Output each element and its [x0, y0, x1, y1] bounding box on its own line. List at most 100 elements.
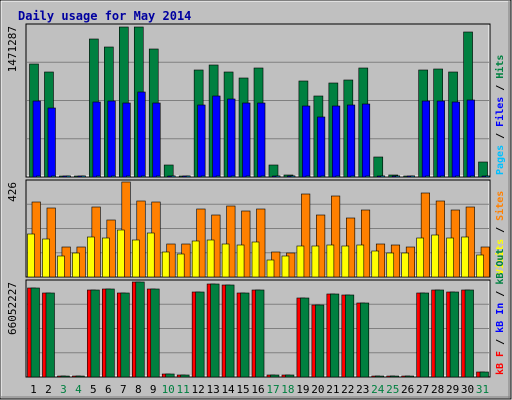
files-bar-day-28: [436, 100, 445, 178]
pages-bar-day-11: [185, 175, 191, 178]
kbytes-panel-legend-item-1: kB F: [495, 351, 506, 375]
visits-bar-day-4: [72, 252, 80, 278]
visits-bar-day-24: [371, 250, 380, 278]
pages-bar-day-24: [380, 175, 386, 178]
visits-bar-day-18: [281, 255, 290, 278]
sites-bar-day-19: [301, 193, 311, 278]
files-bar-day-27: [421, 100, 430, 178]
pages-bar-day-3: [66, 175, 71, 178]
visits-bar-day-6: [102, 237, 110, 278]
kbout-bar-day-9: [150, 288, 160, 378]
pages-bar-day-14: [230, 175, 236, 178]
hits-panel-legend-item-5: Hits: [494, 55, 506, 79]
files-bar-day-9: [152, 102, 161, 178]
pages-bar-day-13: [215, 175, 221, 178]
pages-bar-day-16: [260, 175, 266, 178]
pages-bar-day-2: [51, 175, 56, 178]
files-bar-day-15: [242, 102, 251, 178]
visits-bar-day-17: [266, 259, 275, 278]
chart-panels: 1471287 Pages / Files / Hits 426 Visits / S…: [6, 23, 506, 378]
hits-bar-day-24: [373, 156, 384, 178]
kbout-bar-day-17: [270, 374, 280, 378]
pages-bar-day-17: [275, 175, 281, 178]
files-bar-day-29: [451, 101, 460, 178]
visits-bar-day-13: [206, 239, 215, 278]
visits-panel-legend-item-3: Sites: [494, 191, 506, 221]
pages-bar-day-25: [395, 175, 401, 178]
day-label-18: 18: [281, 383, 294, 396]
kbout-bar-day-26: [404, 375, 414, 378]
hits-bar-day-17: [268, 164, 279, 178]
kbout-bar-day-5: [90, 289, 100, 378]
files-bar-day-22: [347, 104, 356, 178]
day-label-28: 28: [431, 383, 444, 396]
kbout-bar-day-4: [75, 375, 85, 378]
visits-bar-day-22: [341, 245, 350, 278]
files-bar-day-5: [92, 101, 101, 178]
chart-title: Daily usage for May 2014: [18, 9, 191, 23]
visits-bar-day-26: [401, 252, 409, 278]
kbout-bar-day-21: [330, 293, 340, 378]
kbout-bar-day-7: [120, 292, 130, 378]
day-label-5: 5: [90, 383, 97, 396]
visits-bar-day-29: [446, 237, 454, 278]
kbout-bar-day-29: [449, 291, 459, 378]
hits-panel-legend-item-2: /: [495, 127, 506, 145]
pages-bar-day-29: [455, 175, 460, 178]
visits-bar-day-19: [296, 245, 305, 278]
kbytes-panel-legend-item-5: kB Out: [495, 249, 506, 285]
day-label-22: 22: [341, 383, 354, 396]
kbout-bar-day-28: [434, 289, 444, 378]
visits-panel-legend: Visits / Sites: [494, 191, 506, 275]
sites-bar-day-23: [360, 209, 371, 278]
sites-bar-day-21: [331, 195, 341, 278]
day-label-1: 1: [30, 383, 37, 396]
files-bar-day-12: [197, 104, 206, 178]
pages-bar-day-18: [290, 175, 296, 178]
pages-bar-day-31: [485, 175, 490, 178]
day-label-15: 15: [236, 383, 249, 396]
day-label-24: 24: [371, 383, 385, 396]
kbytes-panel-legend-item-2: /: [495, 333, 506, 351]
files-bar-day-14: [227, 98, 236, 178]
pages-bar-day-21: [335, 175, 341, 178]
kbytes-panel: 66052227 kB F / kB In / kB Out: [6, 249, 506, 378]
kbout-bar-day-1: [30, 287, 40, 378]
files-bar-day-8: [137, 91, 146, 178]
visits-bar-day-15: [236, 244, 245, 278]
kbout-bar-day-8: [135, 281, 145, 378]
pages-bar-day-4: [81, 175, 86, 178]
day-label-23: 23: [356, 383, 369, 396]
files-bar-day-1: [32, 100, 41, 178]
hits-panel: 1471287 Pages / Files / Hits: [6, 23, 506, 178]
files-bar-day-7: [122, 102, 131, 178]
files-bar-day-16: [257, 102, 266, 178]
sites-bar-day-8: [136, 200, 146, 278]
kbout-bar-day-16: [255, 289, 265, 378]
kbout-bar-day-24: [374, 375, 385, 378]
visits-bar-day-9: [146, 232, 155, 278]
kbout-bar-day-14: [225, 284, 235, 378]
visits-bar-day-5: [87, 236, 95, 278]
hits-panel-legend-item-4: /: [495, 79, 506, 97]
day-label-30: 30: [461, 383, 474, 396]
day-label-19: 19: [296, 383, 309, 396]
hits-panel-legend-item-3: Files: [494, 97, 506, 127]
visits-bar-day-16: [251, 241, 260, 278]
hits-bar-day-31: [478, 161, 488, 178]
visits-bar-day-12: [191, 240, 200, 278]
day-label-16: 16: [251, 383, 264, 396]
kbout-bar-day-13: [210, 283, 220, 378]
day-label-9: 9: [150, 383, 157, 396]
pages-bar-day-9: [155, 175, 161, 178]
pages-bar-day-12: [200, 175, 206, 178]
pages-bar-day-20: [320, 175, 326, 178]
visits-bar-day-25: [386, 252, 395, 278]
pages-bar-day-27: [425, 175, 430, 178]
visits-panel-max-label: 426: [6, 182, 19, 202]
files-bar-day-13: [212, 95, 221, 178]
kbout-bar-day-6: [105, 288, 115, 378]
kbout-bar-day-20: [315, 304, 325, 378]
day-label-26: 26: [401, 383, 414, 396]
visits-bar-day-20: [311, 245, 320, 278]
